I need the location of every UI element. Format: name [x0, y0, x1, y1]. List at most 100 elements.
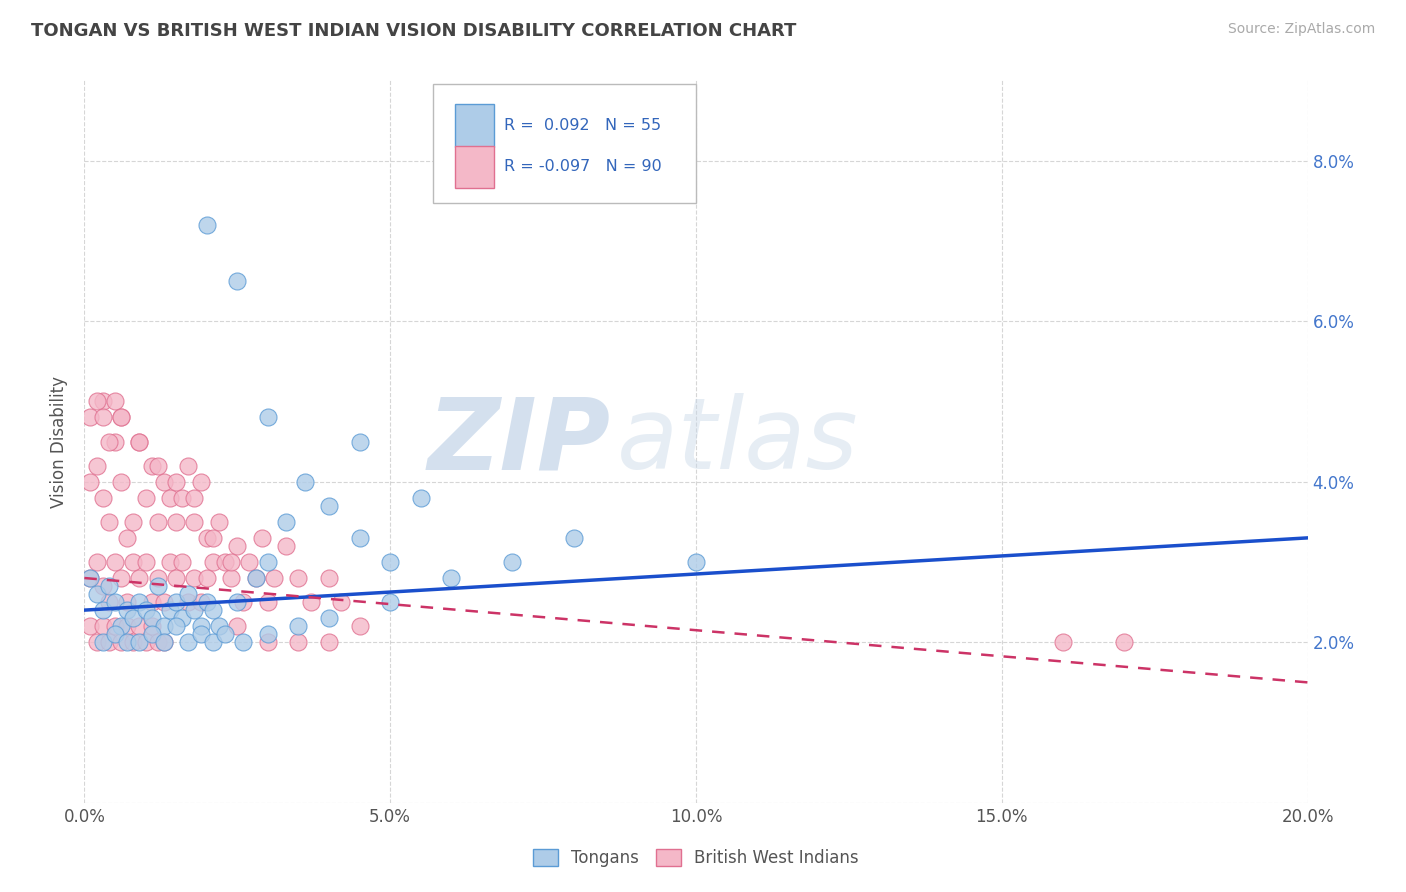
Point: [115, 595, 138, 609]
FancyBboxPatch shape: [433, 84, 696, 203]
Point: [232, 595, 254, 609]
Point: [135, 603, 157, 617]
Point: [141, 611, 163, 625]
Point: [440, 571, 463, 585]
Point: [91, 603, 114, 617]
Point: [502, 555, 524, 569]
Point: [128, 434, 150, 449]
Point: [172, 491, 194, 505]
Point: [245, 571, 267, 585]
Point: [110, 619, 132, 633]
Point: [97, 635, 120, 649]
Point: [91, 491, 114, 505]
Point: [115, 635, 138, 649]
Point: [128, 635, 150, 649]
Point: [104, 555, 127, 569]
Point: [177, 587, 200, 601]
Point: [79, 571, 101, 585]
Point: [110, 410, 132, 425]
Point: [1114, 635, 1136, 649]
Point: [122, 555, 145, 569]
Point: [250, 531, 273, 545]
Point: [177, 595, 200, 609]
Point: [214, 555, 236, 569]
Point: [245, 571, 267, 585]
Point: [201, 603, 224, 617]
Text: R =  0.092   N = 55: R = 0.092 N = 55: [503, 119, 661, 133]
Point: [195, 595, 218, 609]
Point: [104, 394, 127, 409]
Point: [257, 595, 280, 609]
Point: [135, 635, 157, 649]
Point: [141, 627, 163, 641]
Point: [91, 410, 114, 425]
Point: [190, 475, 212, 489]
Point: [122, 515, 145, 529]
Point: [91, 619, 114, 633]
Point: [91, 635, 114, 649]
Point: [110, 571, 132, 585]
Point: [201, 531, 224, 545]
Point: [219, 555, 242, 569]
Point: [172, 611, 194, 625]
Point: [159, 603, 181, 617]
Point: [183, 491, 205, 505]
Legend: Tongans, British West Indians: Tongans, British West Indians: [526, 842, 866, 874]
Point: [318, 635, 340, 649]
Point: [97, 434, 120, 449]
Point: [128, 595, 150, 609]
Point: [190, 627, 212, 641]
Point: [318, 611, 340, 625]
Point: [219, 571, 242, 585]
Point: [380, 595, 402, 609]
Point: [294, 475, 316, 489]
Point: [146, 458, 169, 473]
Point: [146, 579, 169, 593]
Point: [201, 555, 224, 569]
Y-axis label: Vision Disability: Vision Disability: [51, 376, 69, 508]
Point: [146, 515, 169, 529]
Point: [190, 619, 212, 633]
Point: [153, 635, 176, 649]
Point: [141, 458, 163, 473]
Point: [79, 410, 101, 425]
Point: [115, 619, 138, 633]
Point: [110, 475, 132, 489]
Point: [153, 635, 176, 649]
Point: [318, 499, 340, 513]
Text: atlas: atlas: [616, 393, 858, 490]
Point: [318, 571, 340, 585]
Text: TONGAN VS BRITISH WEST INDIAN VISION DISABILITY CORRELATION CHART: TONGAN VS BRITISH WEST INDIAN VISION DIS…: [31, 22, 796, 40]
Point: [208, 619, 231, 633]
Point: [257, 635, 280, 649]
Point: [135, 555, 157, 569]
Point: [165, 619, 187, 633]
Point: [115, 603, 138, 617]
Point: [165, 571, 187, 585]
Point: [141, 595, 163, 609]
Point: [201, 635, 224, 649]
Point: [195, 571, 218, 585]
Point: [1052, 635, 1074, 649]
Point: [104, 595, 127, 609]
Point: [146, 571, 169, 585]
Point: [257, 627, 280, 641]
Point: [409, 491, 432, 505]
Point: [276, 515, 298, 529]
Point: [115, 531, 138, 545]
Point: [97, 579, 120, 593]
Text: Source: ZipAtlas.com: Source: ZipAtlas.com: [1227, 22, 1375, 37]
Point: [122, 611, 145, 625]
Point: [183, 603, 205, 617]
Point: [86, 587, 108, 601]
Point: [97, 515, 120, 529]
Point: [146, 635, 169, 649]
Point: [183, 571, 205, 585]
Point: [86, 458, 108, 473]
Point: [380, 555, 402, 569]
Point: [226, 619, 249, 633]
Point: [349, 531, 371, 545]
Point: [263, 571, 285, 585]
Point: [190, 595, 212, 609]
Point: [257, 410, 280, 425]
